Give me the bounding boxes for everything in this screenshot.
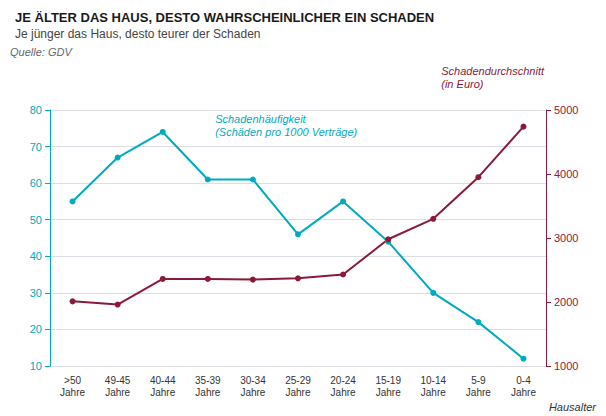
svg-text:Jahre: Jahre — [60, 387, 85, 398]
svg-text:Jahre: Jahre — [240, 387, 265, 398]
svg-text:Schadenhäufigkeit: Schadenhäufigkeit — [215, 113, 306, 125]
svg-text:Jahre: Jahre — [376, 387, 401, 398]
svg-text:40-44: 40-44 — [150, 375, 176, 386]
svg-text:5000: 5000 — [554, 104, 578, 116]
svg-text:50: 50 — [30, 214, 42, 226]
svg-text:Jahre: Jahre — [511, 387, 536, 398]
svg-text:80: 80 — [30, 104, 42, 116]
svg-text:Je jünger das Haus, desto teur: Je jünger das Haus, desto teurer der Sch… — [15, 27, 260, 41]
svg-text:Jahre: Jahre — [331, 387, 356, 398]
svg-text:Jahre: Jahre — [421, 387, 446, 398]
svg-text:30: 30 — [30, 287, 42, 299]
svg-text:(Schäden pro 1000 Verträge): (Schäden pro 1000 Verträge) — [215, 126, 357, 138]
svg-text:49-45: 49-45 — [105, 375, 131, 386]
svg-text:25-29: 25-29 — [285, 375, 311, 386]
svg-text:Schadendurchschnitt: Schadendurchschnitt — [441, 65, 545, 77]
svg-text:70: 70 — [30, 141, 42, 153]
svg-text:40: 40 — [30, 250, 42, 262]
svg-text:20: 20 — [30, 323, 42, 335]
svg-text:2000: 2000 — [554, 296, 578, 308]
svg-text:15-19: 15-19 — [375, 375, 401, 386]
svg-text:0-4: 0-4 — [516, 375, 531, 386]
svg-text:1000: 1000 — [554, 360, 578, 372]
svg-text:4000: 4000 — [554, 168, 578, 180]
svg-text:Jahre: Jahre — [105, 387, 130, 398]
svg-text:10: 10 — [30, 360, 42, 372]
svg-text:Hausalter: Hausalter — [549, 401, 597, 413]
svg-text:Jahre: Jahre — [466, 387, 491, 398]
svg-text:Jahre: Jahre — [150, 387, 175, 398]
svg-text:Jahre: Jahre — [285, 387, 310, 398]
svg-text:JE ÄLTER DAS HAUS, DESTO WAHRS: JE ÄLTER DAS HAUS, DESTO WAHRSCHEINLICHE… — [15, 10, 434, 25]
svg-text:5-9: 5-9 — [471, 375, 486, 386]
svg-text:Quelle: GDV: Quelle: GDV — [10, 46, 73, 58]
svg-text:60: 60 — [30, 177, 42, 189]
svg-text:(in Euro): (in Euro) — [441, 78, 484, 90]
svg-text:10-14: 10-14 — [420, 375, 446, 386]
svg-text:3000: 3000 — [554, 232, 578, 244]
svg-text:30-34: 30-34 — [240, 375, 266, 386]
svg-text:35-39: 35-39 — [195, 375, 221, 386]
svg-text:Jahre: Jahre — [195, 387, 220, 398]
svg-text:20-24: 20-24 — [330, 375, 356, 386]
svg-text:>50: >50 — [64, 375, 81, 386]
